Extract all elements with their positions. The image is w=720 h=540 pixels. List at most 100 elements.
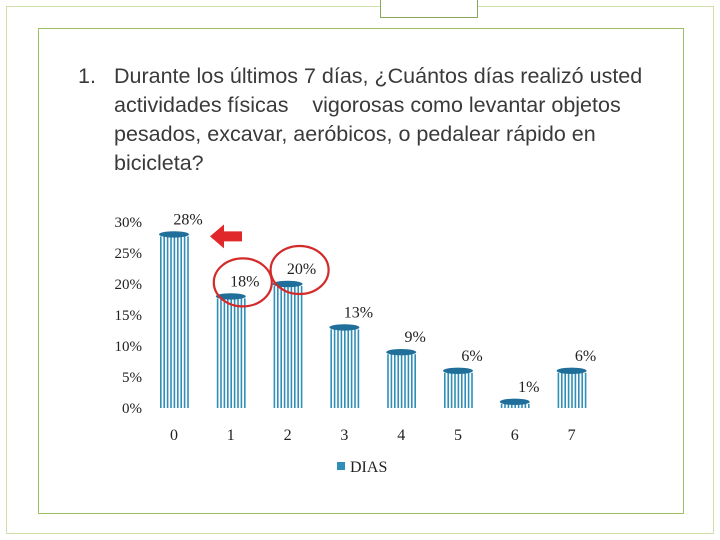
bar <box>272 280 303 408</box>
bar-stripe <box>504 403 506 408</box>
bar-stripe <box>461 372 463 408</box>
bar-stripe <box>244 298 246 408</box>
data-label: 20% <box>287 261 316 278</box>
bar-stripe <box>230 298 232 408</box>
bar-stripe <box>216 298 219 408</box>
question-number: 1. <box>78 64 96 88</box>
data-label: 13% <box>344 304 373 321</box>
y-tick-label: 15% <box>115 308 143 324</box>
bar-stripe <box>170 236 172 408</box>
bar-stripe <box>397 354 399 408</box>
bar-stripe <box>300 286 303 408</box>
bar <box>215 293 246 408</box>
bar-cap <box>159 231 189 238</box>
legend: DIAS <box>337 459 387 476</box>
bar-stripe <box>183 236 186 408</box>
bar-stripe <box>414 354 416 408</box>
bar-stripe <box>581 372 583 408</box>
bar-stripe <box>407 354 410 408</box>
bar-stripe <box>450 372 453 408</box>
bar-stripe <box>578 372 580 408</box>
x-axis-categories: 0 1 2 3 4 5 6 7 <box>170 427 576 444</box>
bar-stripe <box>400 354 403 408</box>
bar-stripe <box>163 236 165 408</box>
bar-cap <box>329 324 360 331</box>
bar-stripe <box>240 298 243 408</box>
data-label: 28% <box>173 211 202 228</box>
bar-stripe <box>557 372 560 408</box>
x-category-label: 2 <box>284 427 292 444</box>
bar-stripe <box>511 403 513 408</box>
legend-label: DIAS <box>350 459 387 476</box>
y-tick-label: 0% <box>122 401 142 417</box>
bar-stripe <box>177 236 179 408</box>
bar <box>159 231 189 408</box>
bar-stripe <box>227 298 229 408</box>
bar-stripe <box>354 329 356 408</box>
x-category-label: 4 <box>397 427 405 444</box>
x-category-label: 7 <box>568 427 576 444</box>
left-arrow-icon <box>210 224 242 249</box>
x-category-label: 5 <box>454 427 462 444</box>
bar-stripe <box>524 403 527 408</box>
bar-stripe <box>280 286 282 408</box>
bar-stripe <box>273 286 276 408</box>
bar-stripe <box>173 236 176 408</box>
bar-stripe <box>404 354 406 408</box>
bar-stripe <box>571 372 573 408</box>
data-label: 1% <box>518 379 539 396</box>
bar-stripe <box>344 329 346 408</box>
bar-cap <box>499 398 530 405</box>
bar-stripe <box>447 372 449 408</box>
bar-stripe <box>357 329 360 408</box>
bar-stripe <box>507 403 510 408</box>
highlight-circle <box>269 244 330 296</box>
bar-stripe <box>297 286 299 408</box>
bar-cap <box>272 280 303 288</box>
x-category-label: 1 <box>227 427 235 444</box>
bar-stripe <box>457 372 460 408</box>
bar-stripe <box>347 329 349 408</box>
bar-cap <box>556 367 587 374</box>
bar-cap <box>443 367 473 374</box>
bar-stripe <box>350 329 353 408</box>
y-tick-label: 10% <box>115 339 143 355</box>
top-accent-tab <box>380 0 478 18</box>
bar-stripe <box>160 236 162 408</box>
bar-stripe <box>528 403 530 408</box>
data-label: 6% <box>461 348 482 365</box>
data-labels: 28% 18% 20% 13% 9% 6% 1% 6% <box>173 211 596 395</box>
bar-stripe <box>464 372 466 408</box>
bar-stripe <box>521 403 523 408</box>
bar-stripe <box>180 236 182 408</box>
bar-stripe <box>394 354 396 408</box>
bar-stripe <box>567 372 570 408</box>
bar-cap <box>215 293 246 300</box>
bar-stripe <box>467 372 470 408</box>
bar-stripe <box>166 236 169 408</box>
bar-stripe <box>411 354 413 408</box>
bar-stripe <box>564 372 566 408</box>
bar-stripe <box>294 286 296 408</box>
inner-frame <box>38 28 684 514</box>
outer-frame <box>6 6 714 534</box>
bar-stripe <box>277 286 279 408</box>
y-tick-label: 5% <box>122 370 142 386</box>
bar-stripe <box>220 298 222 408</box>
bar-cap <box>386 349 417 356</box>
bar-stripe <box>330 329 332 408</box>
bar-stripe <box>387 354 389 408</box>
legend-swatch <box>337 462 345 470</box>
bar-stripe <box>287 286 289 408</box>
bar-stripe <box>223 298 226 408</box>
bar-stripe <box>444 372 446 408</box>
bar-stripe <box>283 286 286 408</box>
bar-stripe <box>500 403 503 408</box>
bar-stripe <box>517 403 520 408</box>
bar-stripe <box>390 354 393 408</box>
bar-stripe <box>187 236 189 408</box>
x-category-label: 6 <box>511 427 519 444</box>
bar-stripe <box>237 298 239 408</box>
highlight-marks <box>210 224 330 308</box>
bar <box>443 367 473 408</box>
